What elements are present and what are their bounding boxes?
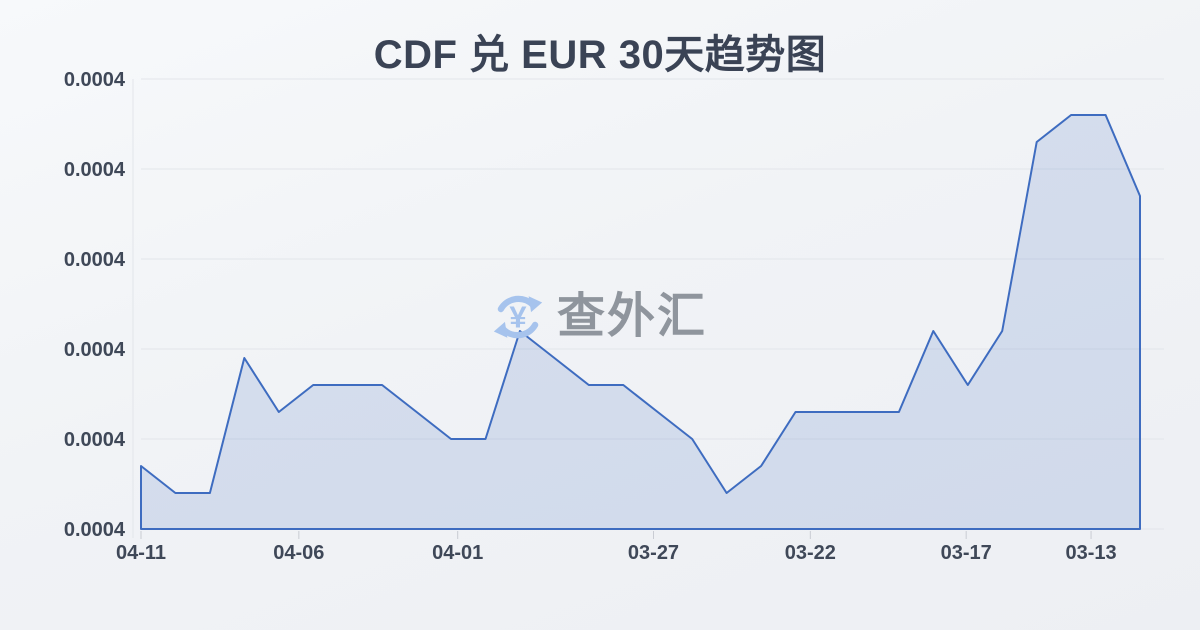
- x-tick-label: 04-06: [273, 542, 324, 564]
- y-tick-label: 0.0004: [64, 339, 126, 361]
- x-tick-label: 04-01: [432, 542, 483, 564]
- x-tick-label: 03-22: [785, 542, 836, 564]
- y-tick-label: 0.0004: [64, 69, 126, 91]
- x-tick-label: 03-27: [628, 542, 679, 564]
- x-tick-label: 04-11: [116, 542, 166, 564]
- y-tick-label: 0.0004: [64, 519, 126, 541]
- chart-title: CDF 兑 EUR 30天趋势图: [373, 33, 827, 77]
- x-tick-label: 03-13: [1065, 542, 1116, 564]
- area-series: [140, 114, 1141, 530]
- y-tick-label: 0.0004: [64, 429, 126, 451]
- y-tick-label: 0.0004: [64, 159, 126, 181]
- y-tick-label: 0.0004: [64, 249, 126, 271]
- x-tick-label: 03-17: [941, 542, 992, 564]
